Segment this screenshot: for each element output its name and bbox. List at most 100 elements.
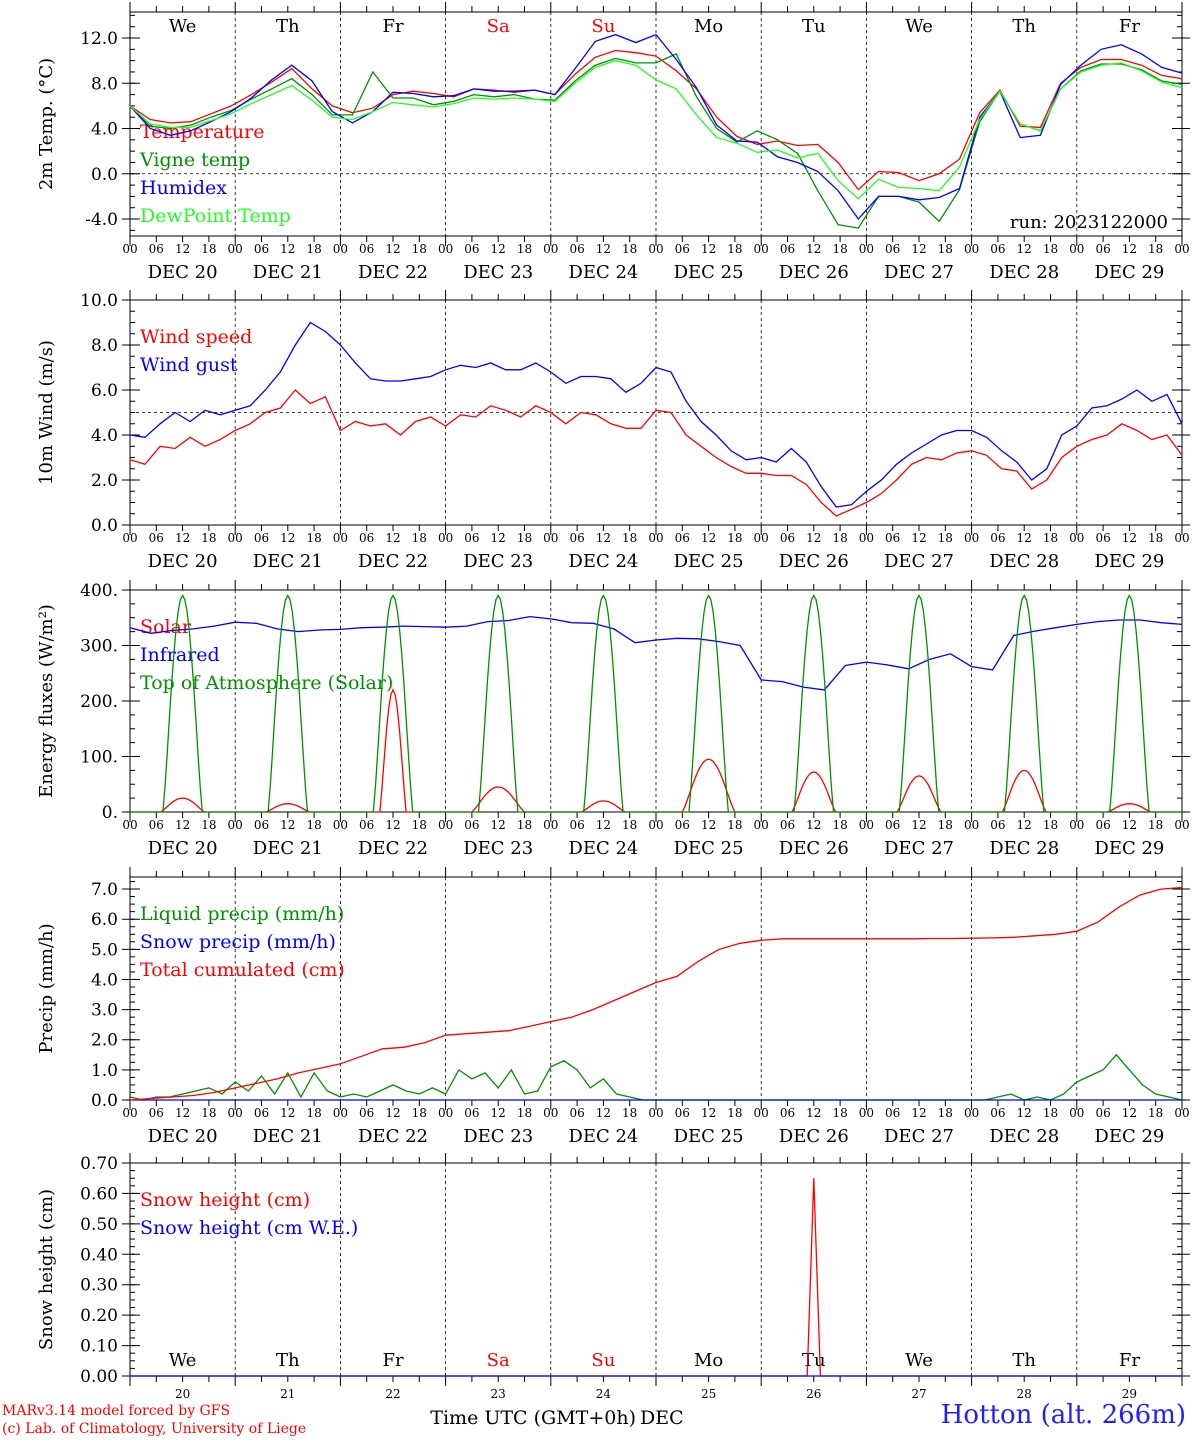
y-axis-label: 2m Temp. (°C)	[36, 58, 57, 190]
hour-tick-label: 06	[780, 242, 795, 256]
date-label: DEC 27	[884, 262, 954, 283]
hour-tick-label: 12	[1122, 1106, 1137, 1120]
hour-tick-label: 12	[175, 242, 190, 256]
run-label: run: 2023122000	[1010, 212, 1168, 233]
date-label: DEC 22	[358, 262, 428, 283]
hour-tick-label: 06	[885, 531, 900, 545]
weekday-label: Fr	[1119, 1350, 1140, 1371]
hour-tick-label: 06	[885, 1106, 900, 1120]
y-tick-label: 0.10	[80, 1337, 118, 1357]
weekday-label: Th	[276, 1350, 300, 1371]
hour-tick-label: 06	[359, 242, 374, 256]
date-label: DEC 27	[884, 838, 954, 859]
hour-tick-label: 18	[412, 1106, 427, 1120]
hour-tick-label: 12	[911, 531, 926, 545]
legend-infrared: Infrared	[140, 644, 220, 666]
hour-tick-label: 00	[1069, 1106, 1084, 1120]
weekday-label: Fr	[382, 16, 403, 37]
weekday-label: Su	[591, 1350, 615, 1371]
day-number-label: 23	[491, 1387, 506, 1401]
hour-tick-label: 00	[333, 531, 348, 545]
hour-tick-label: 06	[1095, 818, 1110, 832]
weekday-label: Tu	[802, 16, 826, 37]
hour-tick-label: 06	[569, 818, 584, 832]
hour-tick-label: 06	[359, 818, 374, 832]
y-tick-label: 3.0	[91, 1001, 118, 1021]
hour-tick-label: 00	[1174, 818, 1189, 832]
hour-tick-label: 12	[701, 242, 716, 256]
hour-tick-label: 06	[780, 818, 795, 832]
series-line-infrared	[129, 615, 1183, 691]
hour-tick-label: 18	[832, 531, 847, 545]
hour-tick-label: 18	[727, 242, 742, 256]
hour-tick-label: 12	[596, 818, 611, 832]
hour-tick-label: 00	[648, 242, 663, 256]
date-label: DEC 20	[148, 262, 218, 283]
hour-tick-label: 18	[1148, 1106, 1163, 1120]
date-label: DEC 21	[253, 838, 323, 859]
date-label: DEC 29	[1094, 262, 1164, 283]
hour-tick-label: 18	[622, 1106, 637, 1120]
hour-tick-label: 06	[464, 1106, 479, 1120]
legend-snow-height-cm-w-e-: Snow height (cm W.E.)	[140, 1217, 358, 1239]
hour-tick-label: 00	[333, 818, 348, 832]
hour-tick-label: 18	[832, 242, 847, 256]
hour-tick-label: 12	[175, 531, 190, 545]
hour-tick-label: 00	[228, 1106, 243, 1120]
hour-tick-label: 00	[859, 531, 874, 545]
hour-tick-label: 18	[306, 531, 321, 545]
hour-tick-label: 12	[491, 531, 506, 545]
hour-tick-label: 00	[859, 242, 874, 256]
hour-tick-label: 00	[438, 1106, 453, 1120]
hour-tick-label: 12	[175, 1106, 190, 1120]
day-number-label: 27	[911, 1387, 926, 1401]
day-number-label: 24	[596, 1387, 612, 1401]
date-label: DEC 20	[148, 838, 218, 859]
y-tick-label: 400.	[80, 581, 118, 601]
y-tick-label: 0.00	[80, 1367, 118, 1387]
y-tick-label: 5.0	[91, 940, 118, 960]
legend-temperature: Temperature	[140, 121, 264, 143]
date-label: DEC 20	[148, 551, 218, 572]
y-tick-label: 6.0	[91, 910, 118, 930]
hour-tick-label: 18	[622, 242, 637, 256]
hour-tick-label: 12	[491, 1106, 506, 1120]
y-axis-label: Snow height (cm)	[36, 1189, 57, 1350]
hour-tick-label: 12	[175, 818, 190, 832]
y-tick-label: 100.	[80, 748, 118, 768]
series-line-dewpoint-temp	[129, 59, 1183, 200]
hour-tick-label: 12	[1017, 531, 1032, 545]
hour-tick-label: 00	[648, 1106, 663, 1120]
date-label: DEC 21	[253, 262, 323, 283]
y-axis-label: Precip (mm/h)	[36, 923, 57, 1053]
date-label: DEC 24	[568, 1126, 638, 1147]
hour-tick-label: 06	[885, 242, 900, 256]
hour-tick-label: 12	[385, 531, 400, 545]
hour-tick-label: 00	[543, 1106, 558, 1120]
hour-tick-label: 18	[622, 818, 637, 832]
model-credit: MARv3.14 model forced by GFS	[2, 1403, 231, 1419]
hour-tick-label: 18	[1148, 531, 1163, 545]
weekday-label: Fr	[1119, 16, 1140, 37]
hour-tick-label: 06	[359, 531, 374, 545]
hour-tick-label: 00	[333, 1106, 348, 1120]
y-tick-label: 0.20	[80, 1306, 118, 1326]
weekday-label: Th	[1012, 1350, 1036, 1371]
date-label: DEC 25	[674, 1126, 744, 1147]
date-label: DEC 22	[358, 1126, 428, 1147]
hour-tick-label: 06	[780, 531, 795, 545]
date-label: DEC 28	[989, 262, 1059, 283]
date-label: DEC 21	[253, 1126, 323, 1147]
y-tick-label: 4.0	[91, 970, 118, 990]
hour-tick-label: 00	[543, 242, 558, 256]
hour-tick-label: 18	[832, 1106, 847, 1120]
hour-tick-label: 18	[938, 1106, 953, 1120]
date-label: DEC 26	[779, 838, 849, 859]
y-axis-label: 10m Wind (m/s)	[36, 340, 57, 485]
y-tick-label: 200.	[80, 692, 118, 712]
hour-tick-label: 18	[938, 818, 953, 832]
hour-tick-label: 06	[254, 818, 269, 832]
hour-tick-label: 12	[911, 818, 926, 832]
hour-tick-label: 00	[438, 531, 453, 545]
hour-tick-label: 12	[596, 531, 611, 545]
